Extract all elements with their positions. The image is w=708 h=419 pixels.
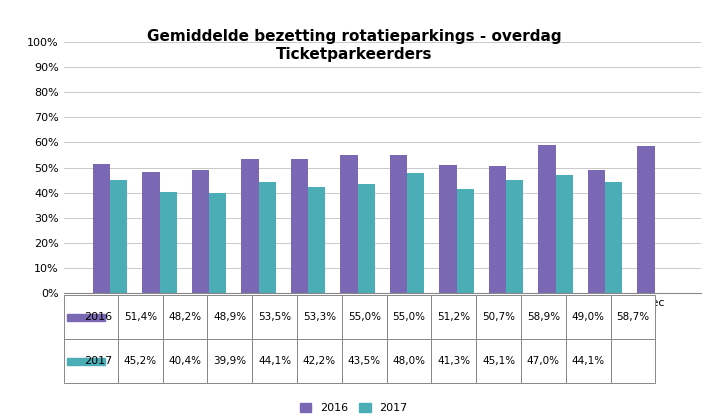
Text: 50,7%: 50,7% (482, 313, 515, 322)
Bar (610, 339, 656, 383)
Bar (207, 339, 252, 383)
Text: 39,9%: 39,9% (213, 357, 246, 366)
Bar (556, 175, 573, 293)
Bar (387, 339, 431, 383)
Text: 40,4%: 40,4% (169, 357, 202, 366)
Text: 58,9%: 58,9% (527, 313, 560, 322)
Bar (192, 171, 209, 293)
Bar (163, 339, 207, 383)
Bar (566, 339, 610, 383)
Bar (521, 295, 566, 339)
Text: 45,1%: 45,1% (482, 357, 515, 366)
Text: 2017: 2017 (84, 357, 112, 366)
Text: 43,5%: 43,5% (348, 357, 381, 366)
Bar (431, 295, 476, 339)
Bar (118, 295, 163, 339)
Bar (64, 295, 118, 339)
Legend: 2016, 2017: 2016, 2017 (300, 403, 408, 414)
Text: 53,3%: 53,3% (303, 313, 336, 322)
Bar (207, 295, 252, 339)
Text: Gemiddelde bezetting rotatieparkings - overdag
Ticketparkeerders: Gemiddelde bezetting rotatieparkings - o… (147, 29, 561, 62)
Bar (67, 358, 105, 365)
Bar (358, 184, 375, 293)
Bar (538, 145, 556, 293)
Bar (506, 180, 523, 293)
Text: 48,9%: 48,9% (213, 313, 246, 322)
Text: 53,5%: 53,5% (258, 313, 291, 322)
Bar (637, 146, 655, 293)
Text: 44,1%: 44,1% (571, 357, 605, 366)
Text: 45,2%: 45,2% (124, 357, 157, 366)
Bar (142, 172, 159, 293)
Bar (252, 295, 297, 339)
Text: 58,7%: 58,7% (617, 313, 649, 322)
Bar (241, 159, 258, 293)
Bar (566, 295, 610, 339)
Bar (476, 295, 521, 339)
Bar (588, 170, 605, 293)
Bar (93, 164, 110, 293)
Bar (431, 339, 476, 383)
Text: 47,0%: 47,0% (527, 357, 560, 366)
Bar (110, 180, 127, 293)
Bar (407, 173, 424, 293)
Text: 49,0%: 49,0% (572, 313, 605, 322)
Text: 51,4%: 51,4% (124, 313, 157, 322)
Bar (308, 187, 326, 293)
Text: 48,2%: 48,2% (169, 313, 202, 322)
Bar (521, 339, 566, 383)
Bar (297, 339, 342, 383)
Bar (610, 295, 656, 339)
Bar (387, 295, 431, 339)
Text: 41,3%: 41,3% (438, 357, 470, 366)
Bar (605, 182, 622, 293)
Bar (476, 339, 521, 383)
Text: 55,0%: 55,0% (348, 313, 381, 322)
Bar (258, 182, 276, 293)
Bar (342, 339, 387, 383)
Bar (209, 193, 227, 293)
Bar (389, 155, 407, 293)
Text: 2016: 2016 (84, 313, 112, 322)
Bar (297, 295, 342, 339)
Bar (457, 189, 474, 293)
Text: 44,1%: 44,1% (258, 357, 291, 366)
Text: 55,0%: 55,0% (392, 313, 426, 322)
Bar (159, 192, 177, 293)
Bar (67, 314, 105, 321)
Bar (439, 165, 457, 293)
Bar (118, 339, 163, 383)
Bar (64, 339, 118, 383)
Text: 48,0%: 48,0% (392, 357, 426, 366)
Bar (489, 166, 506, 293)
Bar (341, 155, 358, 293)
Bar (252, 339, 297, 383)
Bar (291, 159, 308, 293)
Bar (342, 295, 387, 339)
Text: 42,2%: 42,2% (303, 357, 336, 366)
Text: 51,2%: 51,2% (438, 313, 470, 322)
Bar (163, 295, 207, 339)
